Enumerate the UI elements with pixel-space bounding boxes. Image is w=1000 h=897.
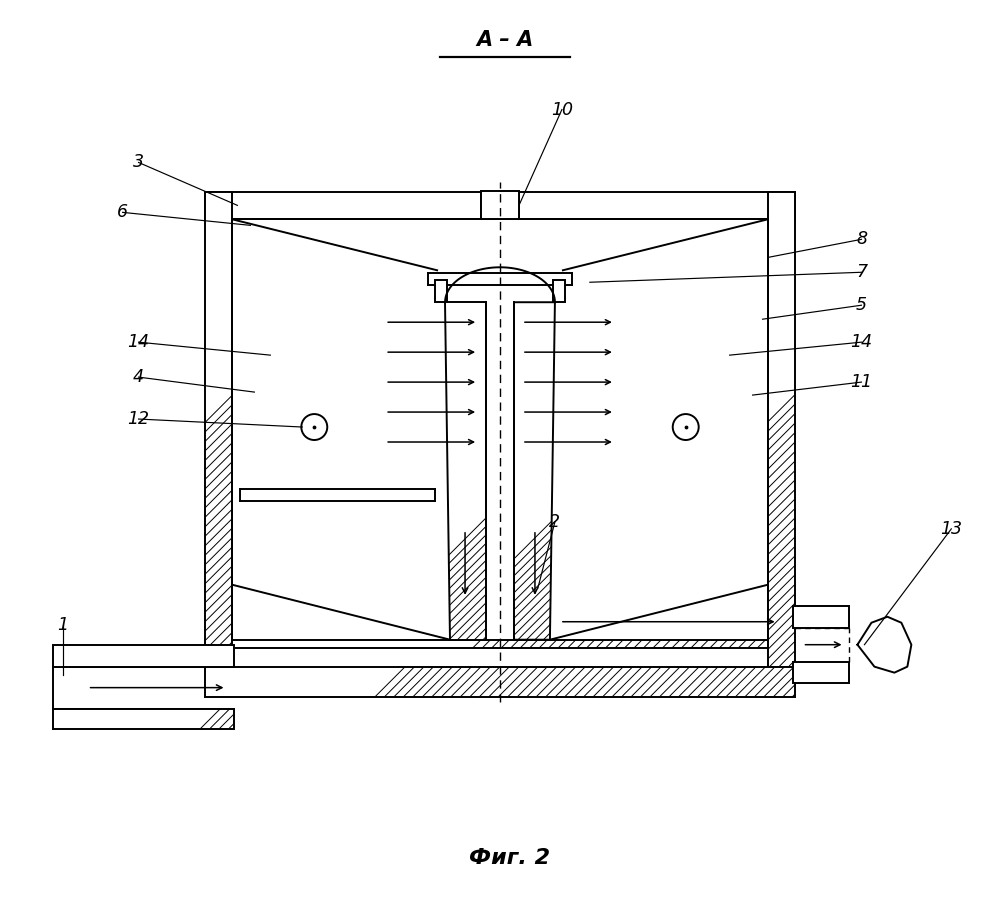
Polygon shape <box>768 192 795 666</box>
Polygon shape <box>205 192 232 666</box>
Text: 11: 11 <box>850 373 872 391</box>
Text: 7: 7 <box>856 264 867 282</box>
Polygon shape <box>53 709 234 728</box>
Text: Фиг. 2: Фиг. 2 <box>469 849 551 868</box>
Text: 5: 5 <box>856 296 867 314</box>
Text: 3: 3 <box>133 153 144 171</box>
Polygon shape <box>53 645 234 666</box>
Polygon shape <box>205 666 795 697</box>
Polygon shape <box>514 302 555 640</box>
Polygon shape <box>793 662 849 684</box>
Text: 6: 6 <box>117 204 128 222</box>
Text: 13: 13 <box>940 520 962 538</box>
Text: 2: 2 <box>549 513 560 531</box>
Text: 4: 4 <box>133 368 144 386</box>
Text: 12: 12 <box>128 410 150 428</box>
Polygon shape <box>519 192 795 220</box>
Polygon shape <box>205 192 481 220</box>
Polygon shape <box>435 280 447 302</box>
Polygon shape <box>232 640 768 648</box>
Polygon shape <box>481 191 519 220</box>
Polygon shape <box>793 606 849 628</box>
Text: 10: 10 <box>551 100 573 118</box>
Text: 8: 8 <box>856 231 867 248</box>
Text: 14: 14 <box>850 333 872 351</box>
Text: А – А: А – А <box>476 30 534 49</box>
Text: 14: 14 <box>128 333 150 351</box>
Polygon shape <box>445 302 486 640</box>
Polygon shape <box>553 280 565 302</box>
Text: 1: 1 <box>57 615 68 633</box>
